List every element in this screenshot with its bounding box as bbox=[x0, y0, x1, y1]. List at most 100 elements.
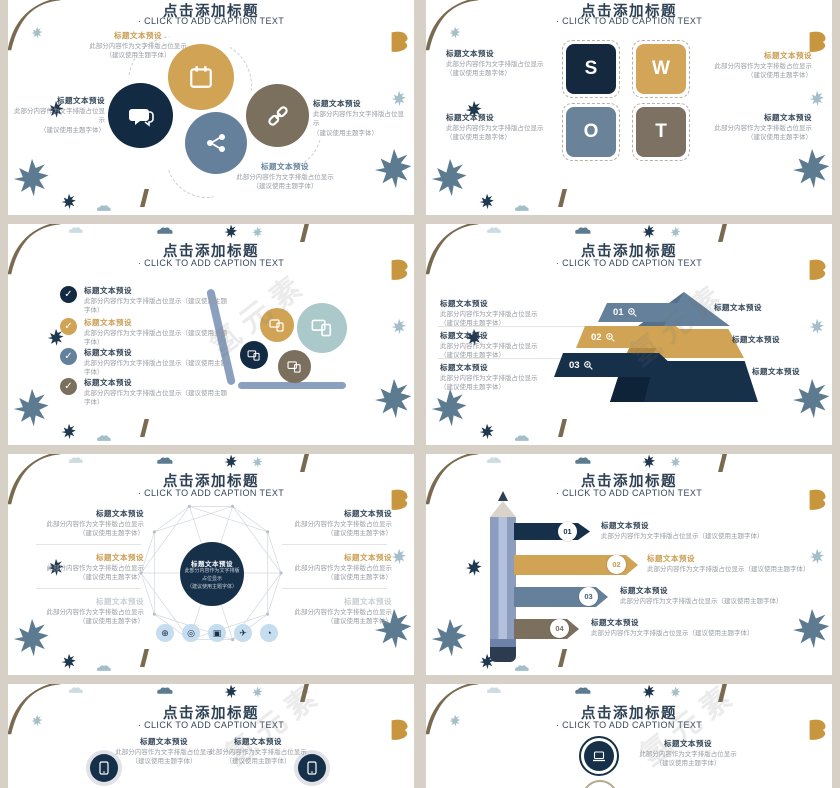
step-number: 03 bbox=[584, 592, 593, 601]
laptop-icon bbox=[593, 750, 605, 761]
step-badge: 02 bbox=[607, 555, 626, 574]
caption-body: 此部分内容作为文字排版占位显示 bbox=[46, 609, 145, 616]
cloud-decoration bbox=[96, 204, 112, 212]
caption-title: 标题文本预设 bbox=[114, 31, 162, 40]
leaf-decoration bbox=[789, 147, 832, 193]
slide-7-thumbnail[interactable]: 点击添加标题 · CLICK TO ADD CAPTION TEXT 标题文本预… bbox=[8, 684, 414, 788]
devices-icon bbox=[247, 349, 260, 361]
slide-5-thumbnail[interactable]: 点击添加标题 · CLICK TO ADD CAPTION TEXT 标题文本预… bbox=[8, 454, 414, 675]
slide-4-thumbnail[interactable]: 点击添加标题 · CLICK TO ADD CAPTION TEXT 标题文本预… bbox=[426, 224, 832, 445]
check-icon: ✓ bbox=[60, 348, 77, 365]
caption-hint: （建议使用主题字体） bbox=[446, 70, 511, 78]
feature-icon: ⊕ bbox=[156, 624, 174, 642]
caption-block: 标题文本预设 此部分内容作为文字排版占位显示 （建议使用主题字体） bbox=[73, 30, 203, 61]
slide-subtitle: · CLICK TO ADD CAPTION TEXT bbox=[137, 488, 285, 498]
caption-body: 此部分内容作为文字排版占位显示（建议使用主题字体） bbox=[647, 566, 810, 573]
step-badge: 01 bbox=[558, 522, 577, 541]
caption-block: 标题文本预设 此部分内容作为文字排版占位显示 （建议使用主题字体） bbox=[276, 596, 393, 627]
slash-decoration bbox=[558, 189, 567, 207]
caption-title: 标题文本预设 bbox=[261, 162, 309, 171]
feature-icon: ✈ bbox=[234, 624, 252, 642]
arrow-bar-4 bbox=[514, 619, 579, 639]
slash-decoration bbox=[140, 419, 149, 437]
slide-title: 点击添加标题 bbox=[163, 474, 259, 490]
caption-title: 标题文本预设 bbox=[714, 303, 762, 312]
pencil-eraser bbox=[490, 647, 516, 662]
caption-block: 标题文本预设 此部分内容作为文字排版占位显示（建议使用主题字体） bbox=[84, 317, 229, 348]
caption-hint: （建议使用主题字体） bbox=[747, 134, 812, 142]
cloud-decoration bbox=[574, 456, 592, 465]
devices-circle bbox=[260, 308, 294, 342]
slide-title: 点击添加标题 bbox=[581, 706, 677, 722]
swot-letter: S bbox=[566, 44, 616, 94]
caption-title: 标题文本预设 bbox=[344, 597, 392, 606]
slide-title: 点击添加标题 bbox=[581, 244, 677, 260]
swot-letter: W bbox=[636, 44, 686, 94]
leaf-decoration bbox=[669, 456, 682, 469]
caption-hint: （建议使用主题字体） bbox=[79, 530, 144, 538]
slide-6-thumbnail[interactable]: 点击添加标题 · CLICK TO ADD CAPTION TEXT 01 标题… bbox=[426, 454, 832, 675]
slide-title: 点击添加标题 bbox=[581, 474, 677, 490]
slide-2-thumbnail[interactable]: 点击添加标题 · CLICK TO ADD CAPTION TEXT S W O… bbox=[426, 0, 832, 215]
caption-title: 标题文本预设 bbox=[446, 49, 494, 58]
network-center-circle: 标题文本预设 此部分内容作为文字排版占位显示 （建议使用主题字体） bbox=[180, 542, 244, 606]
caption-body: 此部分内容作为文字排版占位显示 bbox=[236, 174, 334, 181]
slash-decoration bbox=[140, 649, 149, 667]
cloud-decoration bbox=[156, 686, 174, 695]
caption-title: 标题文本预设 bbox=[140, 737, 188, 746]
check-icon: ✓ bbox=[60, 286, 77, 303]
pencil-wood bbox=[490, 501, 516, 517]
caption-title: 标题文本预设 bbox=[313, 99, 361, 108]
feature-glyph: ⊕ bbox=[161, 627, 169, 638]
caption-title: 标题文本预设 bbox=[440, 331, 488, 340]
chat-icon bbox=[128, 108, 154, 127]
caption-block: 标题文本预设 此部分内容作为文字排版占位显示（建议使用主题字体） bbox=[84, 285, 229, 316]
caption-hint: （建议使用主题字体） bbox=[79, 618, 144, 626]
leaf-decoration bbox=[669, 226, 682, 239]
leaf-decoration bbox=[30, 26, 44, 40]
leaf-decoration bbox=[388, 30, 412, 54]
step-number: 02 bbox=[591, 331, 602, 343]
caption-body: 此部分内容作为文字排版占位显示 bbox=[446, 61, 544, 68]
caption-hint: （建议使用主题字体） bbox=[327, 530, 392, 538]
leaf-decoration bbox=[390, 318, 408, 336]
caption-body: 此部分内容作为文字排版占位显示 bbox=[714, 125, 813, 132]
swot-cell-w: W bbox=[632, 40, 690, 98]
slide-8-thumbnail[interactable]: 点击添加标题 · CLICK TO ADD CAPTION TEXT 标题文本预… bbox=[426, 684, 832, 788]
slide-title: 点击添加标题 bbox=[581, 4, 677, 20]
cloud-decoration bbox=[156, 226, 174, 235]
pencil-graphic bbox=[490, 491, 516, 662]
caption-block: 标题文本预设 此部分内容作为文字排版占位显示 （建议使用主题字体） bbox=[276, 508, 393, 539]
slide-title: 点击添加标题 bbox=[163, 4, 259, 20]
leaf-decoration bbox=[60, 423, 78, 441]
check-glyph: ✓ bbox=[64, 381, 73, 392]
leaf-decoration bbox=[789, 377, 832, 423]
leaf-decoration bbox=[10, 387, 54, 431]
slide-3-thumbnail[interactable]: 点击添加标题 · CLICK TO ADD CAPTION TEXT ✓ 标题文… bbox=[8, 224, 414, 445]
cloud-decoration bbox=[514, 204, 530, 212]
caption-body: 此部分内容作为文字排版占位显示 bbox=[440, 311, 538, 318]
caption-block: 标题文本预设 此部分内容作为文字排版占位显示 （建议使用主题字体） bbox=[704, 112, 813, 143]
leaf-decoration bbox=[223, 454, 239, 470]
cloud-decoration bbox=[486, 226, 502, 234]
caption-title: 标题文本预设 bbox=[620, 586, 668, 595]
caption-title: 标题文本预设 bbox=[764, 113, 812, 122]
cloud-decoration bbox=[514, 434, 530, 442]
caption-hint: （建议使用主题字体） bbox=[327, 574, 392, 582]
share-circle bbox=[185, 112, 247, 174]
caption-block: 标题文本预设 bbox=[714, 302, 799, 314]
devices-icon bbox=[311, 319, 332, 337]
caption-title: 标题文本预设 bbox=[752, 367, 800, 376]
slide-1-thumbnail[interactable]: 点击添加标题 · CLICK TO ADD CAPTION TEXT 标题文本预… bbox=[8, 0, 414, 215]
leaf-decoration bbox=[251, 226, 264, 239]
step-number: 03 bbox=[569, 359, 580, 371]
swot-letter: O bbox=[566, 107, 616, 157]
caption-title: 标题文本预设 bbox=[440, 363, 488, 372]
caption-body: 此部分内容作为文字排版占位显示（建议使用主题字体） bbox=[84, 298, 227, 315]
caption-title: 标题文本预设 bbox=[84, 318, 132, 327]
swot-cell-s: S bbox=[562, 40, 620, 98]
caption-hint: （建议使用主题字体） bbox=[440, 352, 505, 360]
slash-decoration bbox=[140, 189, 149, 207]
leaf-decoration bbox=[448, 26, 462, 40]
